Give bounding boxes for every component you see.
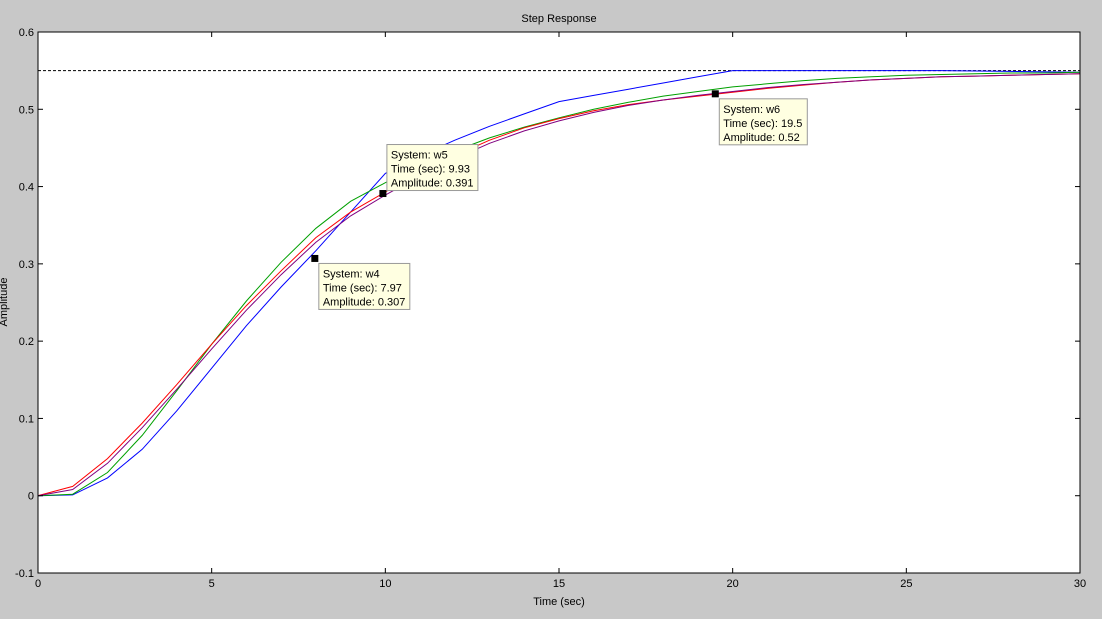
data-tip-line: System: w6 [723,104,780,116]
series-line-4 [38,73,1080,497]
plot-area [38,32,1080,573]
plot-frame [37,31,1081,574]
x-axis-title: Time (sec) [533,596,585,608]
x-tick-label: 30 [1074,578,1086,590]
data-tip-marker[interactable] [379,190,387,198]
x-tick-label: 10 [379,578,391,590]
x-tick-label: 15 [553,578,565,590]
data-tip-line: System: w4 [323,268,380,280]
data-tip-line: Amplitude: 0.391 [391,178,474,190]
x-tick-label: 0 [35,578,41,590]
data-tip-line: Amplitude: 0.52 [723,132,799,144]
data-tip-1[interactable]: System: w4 Time (sec): 7.97 Amplitude: 0.3… [311,254,411,310]
x-tick-label: 25 [900,578,912,590]
data-tip-box [386,144,479,192]
data-tip-line: Time (sec): 9.93 [391,164,470,176]
data-tip-line: Amplitude: 0.307 [323,296,406,308]
series-line-1 [38,70,1080,497]
y-tick-label: 0.5 [19,104,34,116]
y-tick-label: -0.1 [15,568,34,580]
y-tick-label: 0.2 [19,336,34,348]
data-tip-line: Time (sec): 7.97 [323,282,402,294]
data-tip-2[interactable]: System: w5 Time (sec): 9.93 Amplitude: 0.3… [379,144,479,198]
y-tick-label: 0.3 [19,259,34,271]
y-axis-title: Amplitude [0,278,10,327]
x-tick-label: 20 [727,578,739,590]
data-tip-box [718,98,808,146]
data-tip-line: Time (sec): 19.5 [723,118,802,130]
data-tip-marker[interactable] [711,90,719,98]
x-tick-label: 5 [209,578,215,590]
y-tick-label: 0.4 [19,182,34,194]
y-tick-label: 0 [28,491,34,503]
y-tick-label: 0.1 [19,413,34,425]
data-tip-box [318,262,411,310]
y-tick-label: 0.6 [19,27,34,39]
data-tip-marker[interactable] [311,254,319,262]
data-tip-3[interactable]: System: w6 Time (sec): 19.5 Amplitude: 0.5… [711,90,808,146]
chart-title: Step Response [521,13,596,25]
data-tip-line: System: w5 [391,150,448,162]
